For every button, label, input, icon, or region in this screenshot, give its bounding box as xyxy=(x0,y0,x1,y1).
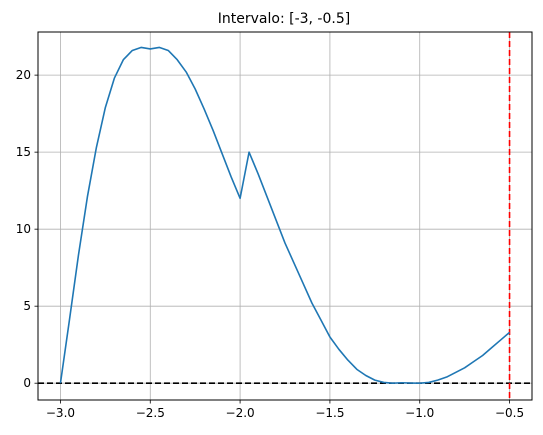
y-tick-label: 5 xyxy=(23,299,31,313)
y-tick-label: 0 xyxy=(23,376,31,390)
x-tick-label: −2.5 xyxy=(136,406,165,420)
y-tick-label: 10 xyxy=(16,222,31,236)
series-layer xyxy=(59,46,511,385)
reference-lines xyxy=(38,32,532,400)
x-tick-label: −1.0 xyxy=(405,406,434,420)
x-tick-label: −2.0 xyxy=(226,406,255,420)
series-line xyxy=(59,46,511,385)
y-axis: 0 5 10 15 20 xyxy=(16,68,38,390)
plot-frame xyxy=(37,31,533,401)
x-tick-label: −0.5 xyxy=(495,406,524,420)
x-tick-label: −1.5 xyxy=(315,406,344,420)
chart-title: Intervalo: [-3, -0.5] xyxy=(218,11,350,27)
x-tick-label: −3.0 xyxy=(46,406,75,420)
y-tick-label: 20 xyxy=(16,68,31,82)
x-axis: −3.0 −2.5 −2.0 −1.5 −1.0 −0.5 xyxy=(46,400,524,420)
y-tick-label: 15 xyxy=(16,145,31,159)
